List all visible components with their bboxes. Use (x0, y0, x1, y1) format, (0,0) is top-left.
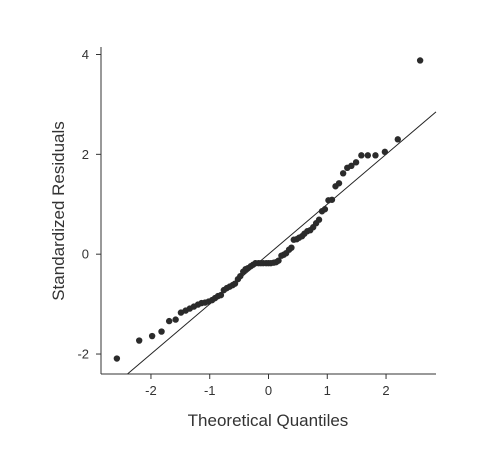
plot-area (113, 57, 437, 375)
y-tick-label: 4 (82, 47, 89, 62)
data-point (158, 328, 165, 335)
x-axis: -2 -1 0 1 2 (101, 373, 436, 398)
data-point (321, 206, 329, 213)
data-point (364, 152, 372, 159)
x-tick-label: -1 (204, 383, 216, 398)
x-tick-label: 1 (324, 383, 331, 398)
y-tick-label: -2 (77, 347, 89, 362)
data-point (172, 316, 179, 323)
data-point (348, 162, 355, 170)
y-tick-label: 2 (82, 147, 89, 162)
reference-line (127, 111, 437, 375)
data-point (165, 317, 173, 325)
data-point (113, 355, 121, 362)
data-point (339, 170, 347, 177)
data-point (416, 57, 424, 64)
data-point (136, 337, 143, 344)
data-point (372, 152, 379, 159)
data-point (148, 332, 156, 340)
data-point (275, 257, 282, 264)
x-tick-label: -2 (145, 383, 157, 398)
data-point (358, 152, 365, 159)
data-point (217, 291, 225, 299)
data-point (315, 216, 323, 223)
data-point (394, 136, 401, 143)
x-tick-label: 0 (265, 383, 272, 398)
data-point (335, 180, 343, 187)
y-tick-label: 0 (82, 247, 89, 262)
data-point (288, 244, 295, 251)
x-axis-title: Theoretical Quantiles (188, 411, 349, 430)
data-point (352, 159, 360, 166)
data-point (381, 148, 389, 156)
y-axis-title: Standardized Residuals (49, 121, 68, 301)
y-axis: -2 0 2 4 (77, 47, 102, 374)
x-tick-label: 2 (382, 383, 389, 398)
data-point (328, 196, 336, 203)
